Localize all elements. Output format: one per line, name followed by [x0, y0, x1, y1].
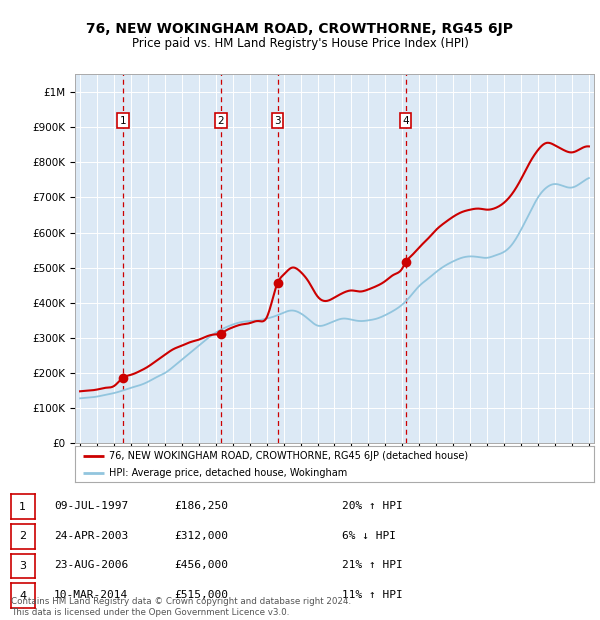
Text: Price paid vs. HM Land Registry's House Price Index (HPI): Price paid vs. HM Land Registry's House … — [131, 37, 469, 50]
Text: 23-AUG-2006: 23-AUG-2006 — [54, 560, 128, 570]
Text: 1: 1 — [119, 115, 126, 125]
Text: £515,000: £515,000 — [174, 590, 228, 600]
Text: £456,000: £456,000 — [174, 560, 228, 570]
Text: 6% ↓ HPI: 6% ↓ HPI — [342, 531, 396, 541]
Text: £312,000: £312,000 — [174, 531, 228, 541]
Text: 4: 4 — [19, 591, 26, 601]
Text: 4: 4 — [402, 115, 409, 125]
Text: 10-MAR-2014: 10-MAR-2014 — [54, 590, 128, 600]
Text: 2: 2 — [218, 115, 224, 125]
Text: 09-JUL-1997: 09-JUL-1997 — [54, 501, 128, 511]
Text: 3: 3 — [274, 115, 281, 125]
Text: Contains HM Land Registry data © Crown copyright and database right 2024.
This d: Contains HM Land Registry data © Crown c… — [11, 598, 351, 617]
Text: 76, NEW WOKINGHAM ROAD, CROWTHORNE, RG45 6JP: 76, NEW WOKINGHAM ROAD, CROWTHORNE, RG45… — [86, 22, 514, 37]
Text: 21% ↑ HPI: 21% ↑ HPI — [342, 560, 403, 570]
Text: 20% ↑ HPI: 20% ↑ HPI — [342, 501, 403, 511]
Text: HPI: Average price, detached house, Wokingham: HPI: Average price, detached house, Woki… — [109, 467, 347, 477]
Text: 24-APR-2003: 24-APR-2003 — [54, 531, 128, 541]
Text: 2: 2 — [19, 531, 26, 541]
Text: 3: 3 — [19, 561, 26, 571]
Text: 1: 1 — [19, 502, 26, 512]
Text: £186,250: £186,250 — [174, 501, 228, 511]
Text: 76, NEW WOKINGHAM ROAD, CROWTHORNE, RG45 6JP (detached house): 76, NEW WOKINGHAM ROAD, CROWTHORNE, RG45… — [109, 451, 468, 461]
Text: 11% ↑ HPI: 11% ↑ HPI — [342, 590, 403, 600]
